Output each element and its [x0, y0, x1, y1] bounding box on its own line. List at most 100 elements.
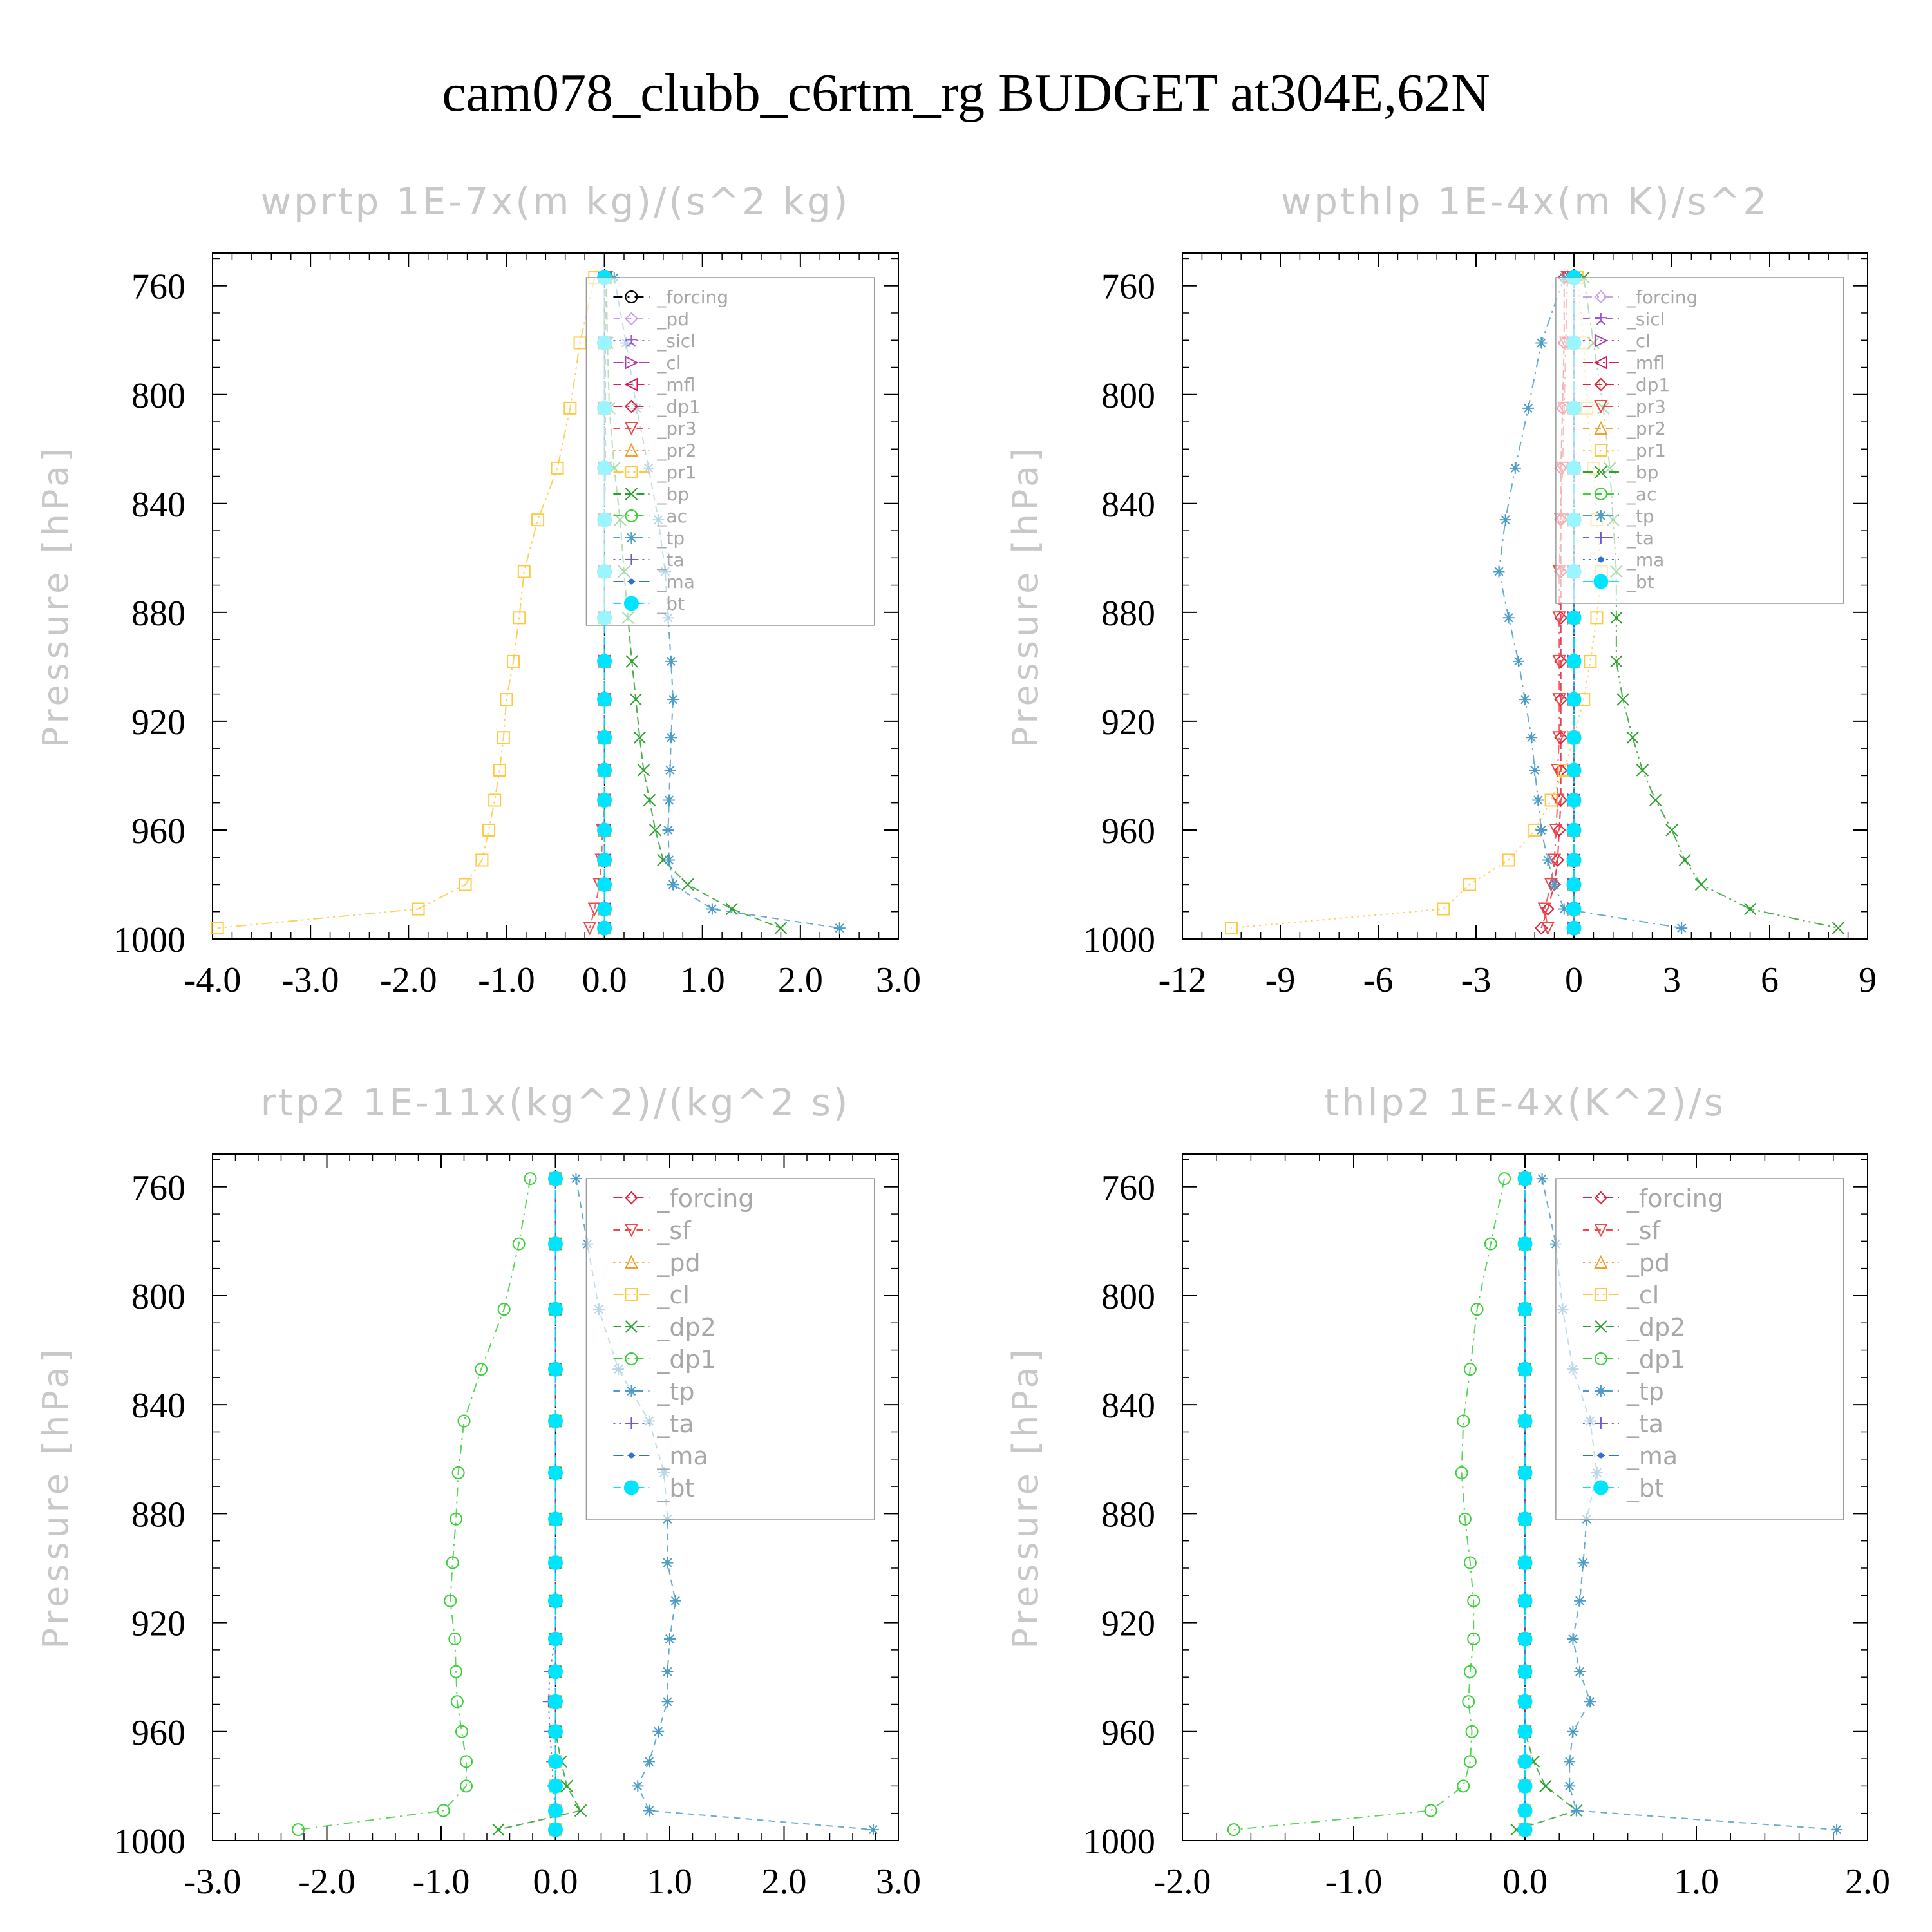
- data-point: [1517, 1302, 1533, 1317]
- legend-entry-label: _cl: [656, 1281, 689, 1309]
- legend-swatch-marker: [1593, 355, 1607, 370]
- y-tick-label: 880: [131, 594, 185, 634]
- data-point: [1584, 654, 1597, 668]
- data-point: [1540, 922, 1555, 936]
- legend-entry-label: _dp2: [1626, 1313, 1685, 1341]
- data-point: [1517, 1664, 1533, 1680]
- x-tick-label: 1.0: [1674, 1862, 1719, 1902]
- data-point: [597, 730, 612, 745]
- data-point: [1574, 1595, 1586, 1607]
- data-point: [1502, 853, 1515, 867]
- legend-swatch-marker: [628, 578, 634, 585]
- data-point: [1566, 902, 1582, 917]
- legend-entry-label: _pd: [656, 308, 689, 330]
- legend-swatch-marker: [1594, 290, 1608, 304]
- data-point: [1678, 853, 1691, 867]
- legend-entry-label: _tp: [656, 1378, 694, 1406]
- legend-swatch-marker: [625, 1320, 638, 1333]
- series-line: [613, 277, 840, 929]
- data-point: [1519, 694, 1531, 706]
- legend-entry-label: _pr3: [1626, 396, 1666, 417]
- legend-swatch-marker: [623, 596, 639, 611]
- data-point: [1743, 902, 1757, 916]
- chart-panel-3: rtp2 1E-11x(kg^2)/(kg^2 s) Pressure [hPa]…: [35, 1081, 921, 1902]
- x-tick-label: -1.0: [478, 960, 535, 1000]
- data-point: [1566, 692, 1582, 707]
- data-point: [1539, 1779, 1552, 1793]
- x-tick-label: 3.0: [876, 960, 921, 1000]
- data-point: [661, 1557, 674, 1569]
- data-point: [1532, 794, 1544, 806]
- data-point: [1566, 852, 1582, 867]
- y-tick-label: 920: [1101, 703, 1155, 743]
- series-line: [298, 1178, 531, 1831]
- panel-title: wprtp 1E-7x(m kg)/(s^2 kg): [261, 180, 851, 223]
- data-point: [1694, 878, 1708, 891]
- y-tick-label: 1000: [113, 920, 185, 960]
- series-line: [547, 1179, 556, 1830]
- data-point: [1517, 1754, 1533, 1769]
- legend-entry-label: _cl: [656, 352, 681, 374]
- legend-swatch-marker: [625, 399, 638, 413]
- x-tick-label: -12: [1159, 960, 1207, 1000]
- legend-entry-label: _sicl: [656, 330, 696, 352]
- plot-frame: [212, 252, 899, 940]
- y-tick-label: 880: [1101, 594, 1155, 634]
- x-tick-label: 3.0: [876, 1862, 921, 1902]
- data-point: [1541, 902, 1555, 916]
- x-tick-label: -6: [1363, 960, 1394, 1000]
- data-point: [548, 1593, 563, 1609]
- x-tick-label: -3.0: [184, 1862, 242, 1902]
- data-point: [597, 822, 612, 838]
- y-tick-label: 960: [1101, 811, 1155, 851]
- data-point: [661, 1665, 674, 1678]
- data-point: [551, 461, 564, 475]
- legend-swatch-marker: [625, 312, 638, 326]
- legend-swatch-marker: [624, 422, 639, 436]
- data-point: [475, 853, 489, 867]
- legend-entry-label: _pd: [656, 1249, 700, 1277]
- legend-swatch-marker: [1594, 488, 1607, 500]
- data-point: [573, 336, 587, 350]
- y-tick-label: 880: [1101, 1495, 1155, 1535]
- x-tick-label: 3: [1663, 960, 1681, 1000]
- legend-entry-label: _tp: [656, 527, 685, 549]
- data-point: [1564, 1780, 1576, 1792]
- legend-entry-label: _ta: [1626, 527, 1654, 549]
- data-point: [663, 854, 675, 866]
- x-tick-label: 0.0: [582, 960, 627, 1000]
- data-point: [681, 878, 694, 891]
- data-point: [661, 1696, 674, 1708]
- legend-entry-label: _sf: [1626, 1217, 1662, 1245]
- data-point: [493, 763, 506, 777]
- data-point: [1567, 1633, 1579, 1645]
- data-point: [457, 1414, 471, 1428]
- data-point: [451, 1466, 465, 1479]
- data-point: [1566, 762, 1582, 778]
- data-point: [1534, 921, 1548, 935]
- data-point: [548, 1778, 563, 1794]
- data-point: [1536, 1173, 1548, 1185]
- legend-swatch-marker: [625, 1385, 638, 1397]
- x-tick-label: 2.0: [778, 960, 823, 1000]
- data-point: [548, 1465, 563, 1481]
- x-tick-label: 6: [1761, 960, 1779, 1000]
- data-point: [1566, 730, 1582, 745]
- data-point: [1458, 1512, 1472, 1526]
- data-point: [583, 922, 597, 936]
- x-tick-label: 2.0: [1845, 1862, 1890, 1902]
- legend-box: [1555, 277, 1844, 604]
- x-tick-label: 0.0: [533, 1862, 578, 1902]
- data-point: [774, 922, 788, 934]
- data-point: [1526, 732, 1538, 744]
- data-point: [513, 611, 526, 625]
- x-tick-label: -4.0: [184, 960, 242, 1000]
- legend-swatch-marker: [625, 532, 638, 544]
- data-point: [1574, 1665, 1586, 1678]
- legend-entry-label: _pr3: [656, 418, 696, 439]
- legend: _forcing_pd_sicl_cl_mfl_dp1_pr3_pr2_pr1_…: [585, 277, 875, 626]
- legend-entry-label: _forcing: [656, 1184, 753, 1213]
- legend-entry-label: _forcing: [1626, 287, 1698, 308]
- data-point: [649, 824, 662, 837]
